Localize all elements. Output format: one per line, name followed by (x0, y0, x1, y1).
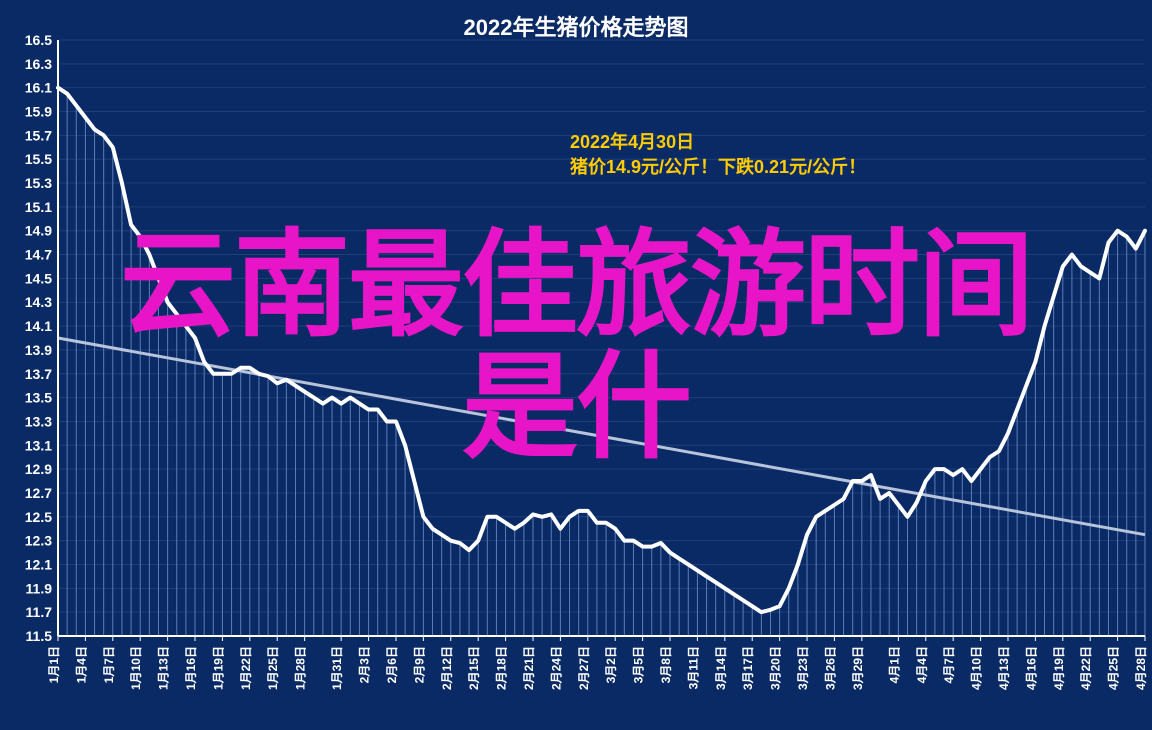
svg-text:3月8日: 3月8日 (659, 646, 673, 683)
svg-text:3月29日: 3月29日 (851, 646, 865, 690)
annotation-date: 2022年4月30日 (570, 130, 866, 155)
svg-text:4月25日: 4月25日 (1107, 646, 1121, 690)
svg-text:3月23日: 3月23日 (796, 646, 810, 690)
svg-text:3月11日: 3月11日 (686, 646, 700, 689)
svg-text:4月19日: 4月19日 (1052, 646, 1066, 690)
svg-text:15.1: 15.1 (25, 199, 52, 215)
svg-text:2月27日: 2月27日 (577, 646, 591, 690)
svg-text:11.9: 11.9 (26, 580, 53, 596)
svg-text:4月4日: 4月4日 (915, 646, 929, 683)
svg-text:4月7日: 4月7日 (942, 646, 956, 683)
svg-text:1月7日: 1月7日 (102, 646, 116, 683)
svg-text:3月2日: 3月2日 (604, 646, 618, 683)
svg-text:1月19日: 1月19日 (211, 646, 225, 690)
svg-text:2月18日: 2月18日 (495, 646, 509, 690)
svg-text:1月25日: 1月25日 (266, 646, 280, 690)
svg-text:16.1: 16.1 (25, 80, 52, 96)
svg-text:1月31日: 1月31日 (330, 646, 344, 690)
svg-text:1月1日: 1月1日 (47, 646, 61, 683)
svg-text:15.7: 15.7 (25, 127, 52, 143)
svg-text:4月10日: 4月10日 (970, 646, 984, 690)
svg-text:4月28日: 4月28日 (1134, 646, 1148, 690)
svg-text:3月20日: 3月20日 (769, 646, 783, 690)
svg-text:2月6日: 2月6日 (385, 646, 399, 683)
svg-text:4月1日: 4月1日 (887, 646, 901, 683)
svg-text:1月13日: 1月13日 (157, 646, 171, 690)
annotation-price: 猪价14.9元/公斤！下跌0.21元/公斤！ (570, 155, 866, 180)
svg-text:1月4日: 1月4日 (74, 646, 88, 683)
svg-text:11.7: 11.7 (26, 604, 53, 620)
svg-text:2月3日: 2月3日 (358, 646, 372, 683)
price-annotation: 2022年4月30日 猪价14.9元/公斤！下跌0.21元/公斤！ (570, 130, 866, 180)
svg-text:1月28日: 1月28日 (294, 646, 308, 690)
svg-text:3月26日: 3月26日 (823, 646, 837, 690)
svg-text:1月16日: 1月16日 (184, 646, 198, 690)
svg-text:3月17日: 3月17日 (741, 646, 755, 690)
svg-text:12.1: 12.1 (25, 556, 52, 572)
svg-text:15.3: 15.3 (25, 175, 52, 191)
chart-title: 2022年生猪价格走势图 (0, 10, 1152, 42)
svg-text:2月21日: 2月21日 (522, 646, 536, 690)
svg-text:4月13日: 4月13日 (997, 646, 1011, 690)
svg-text:12.5: 12.5 (25, 509, 52, 525)
svg-text:2月9日: 2月9日 (412, 646, 426, 683)
svg-text:2月15日: 2月15日 (467, 646, 481, 690)
chart-container: 11.511.711.912.112.312.512.712.913.113.3… (0, 0, 1152, 730)
svg-text:2月12日: 2月12日 (440, 646, 454, 690)
svg-text:4月22日: 4月22日 (1079, 646, 1093, 690)
svg-text:15.5: 15.5 (25, 151, 52, 167)
svg-text:4月16日: 4月16日 (1024, 646, 1038, 690)
svg-text:2月24日: 2月24日 (549, 646, 563, 690)
svg-text:12.7: 12.7 (25, 485, 52, 501)
svg-text:15.9: 15.9 (25, 104, 52, 120)
svg-text:12.3: 12.3 (25, 533, 52, 549)
svg-text:1月10日: 1月10日 (129, 646, 143, 690)
watermark-text: 云南最佳旅游时间 是什 (0, 225, 1152, 469)
svg-text:1月22日: 1月22日 (239, 646, 253, 690)
svg-text:3月14日: 3月14日 (714, 646, 728, 690)
svg-text:11.5: 11.5 (26, 628, 53, 644)
svg-text:3月5日: 3月5日 (632, 646, 646, 683)
svg-text:16.3: 16.3 (25, 56, 52, 72)
